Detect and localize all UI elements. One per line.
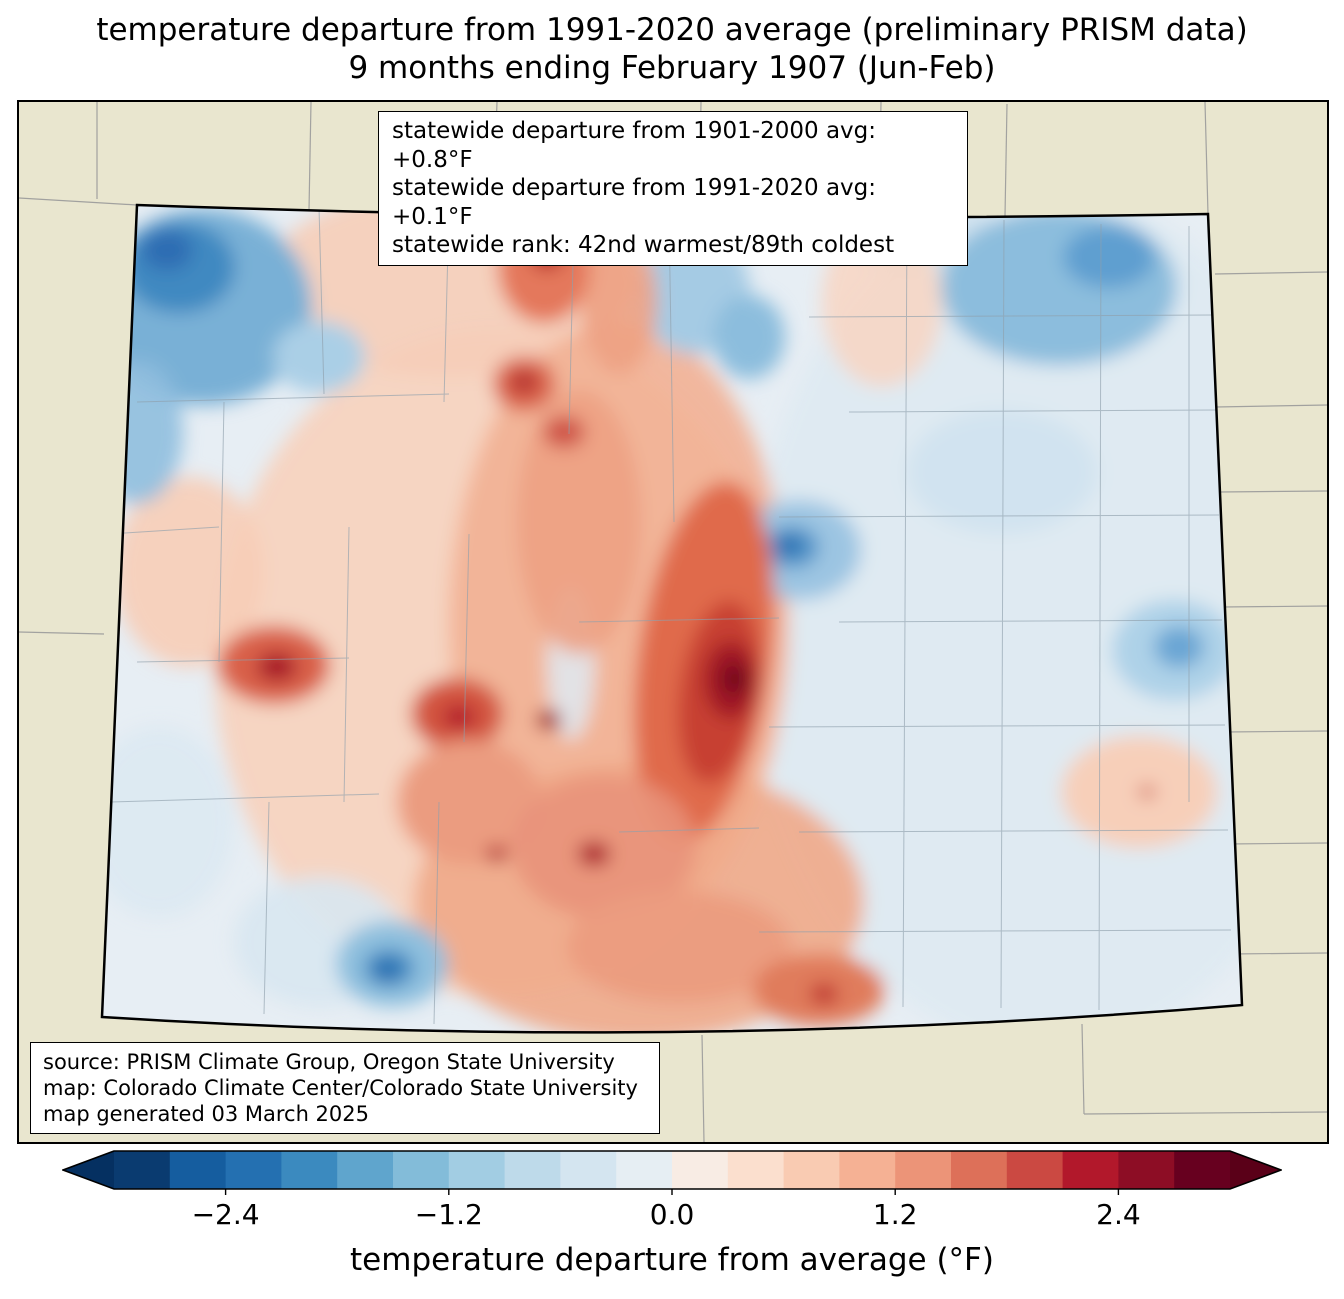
colorbar-tick: 1.2 xyxy=(872,1198,918,1231)
stat-line-1: statewide departure from 1901-2000 avg: … xyxy=(392,118,876,173)
map-axes xyxy=(17,100,1329,1144)
source-line-1: source: PRISM Climate Group, Oregon Stat… xyxy=(43,1050,615,1074)
statewide-stats-box: statewide departure from 1901-2000 avg: … xyxy=(378,111,968,266)
colorbar-tick: 0.0 xyxy=(649,1198,695,1231)
colorbar xyxy=(60,1150,1284,1198)
source-attribution-box: source: PRISM Climate Group, Oregon Stat… xyxy=(30,1042,660,1135)
colorado-interior xyxy=(102,205,1242,1033)
figure-title: temperature departure from 1991-2020 ave… xyxy=(0,12,1344,88)
stat-line-2: statewide departure from 1991-2020 avg: … xyxy=(392,175,876,230)
source-line-2: map: Colorado Climate Center/Colorado St… xyxy=(43,1076,638,1101)
colorbar-tick-labels: −2.4 −1.2 0.0 1.2 2.4 xyxy=(62,1198,1282,1238)
colorbar-axis-label: temperature departure from average (°F) xyxy=(350,1242,994,1278)
colorbar-tick: −2.4 xyxy=(191,1198,260,1231)
stat-line-3: statewide rank: 42nd warmest/89th coldes… xyxy=(392,232,895,259)
colorbar-tick: −1.2 xyxy=(414,1198,483,1231)
source-line-3: map generated 03 March 2025 xyxy=(43,1102,370,1127)
title-line-1: temperature departure from 1991-2020 ave… xyxy=(96,12,1248,48)
colorbar-gradient xyxy=(60,1150,1284,1195)
colorado-temperature-map xyxy=(19,102,1327,1142)
title-line-2: 9 months ending February 1907 (Jun-Feb) xyxy=(348,49,996,86)
colorbar-tick: 2.4 xyxy=(1096,1198,1141,1231)
